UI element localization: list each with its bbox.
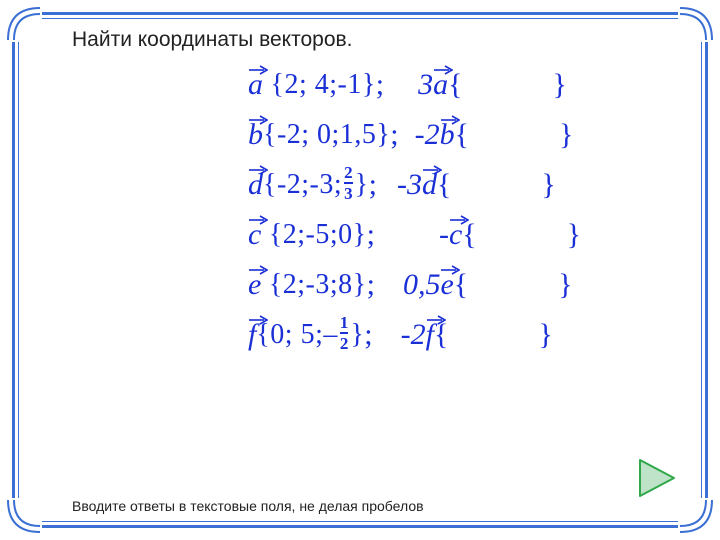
- rhs: -2 f { }: [401, 318, 553, 352]
- coords: {2;-5;0}: [269, 219, 367, 251]
- var-letter: e: [248, 268, 261, 301]
- neg-sign: –: [323, 319, 338, 351]
- brace-close: }: [553, 68, 567, 102]
- scalar: -: [439, 218, 449, 252]
- play-icon: [634, 456, 678, 500]
- equation-row: b {-2; 0;1,5} ; -2 b { }: [248, 110, 720, 160]
- lhs: e {2;-3;8} ;: [248, 268, 375, 302]
- var-letter: d: [248, 168, 263, 201]
- var-letter: c: [449, 218, 462, 251]
- vector-var: f: [248, 318, 256, 352]
- scalar: 3: [418, 68, 433, 102]
- vector-var: a: [433, 68, 448, 102]
- vector-var: e: [440, 268, 453, 302]
- scalar: -2: [401, 318, 426, 352]
- rhs: 3 a { }: [418, 68, 567, 102]
- equation-list: a {2; 4;-1} ; 3 a { } b {-2; 0;1,5}: [0, 60, 720, 360]
- rhs: 0,5 e { }: [403, 268, 573, 302]
- semicolon: ;: [367, 218, 375, 252]
- coords-post: }: [355, 169, 369, 201]
- frac-num: 1: [340, 314, 349, 332]
- corner-tl: [6, 6, 42, 42]
- var-letter: f: [426, 318, 434, 351]
- lhs: a {2; 4;-1} ;: [248, 68, 384, 102]
- scalar: -3: [397, 168, 422, 202]
- brace-open: {: [454, 268, 468, 302]
- vector-var: d: [422, 168, 437, 202]
- coords-pre: {-2;-3;: [263, 169, 342, 201]
- var-letter: b: [440, 118, 455, 151]
- coords: {2;-3;8}: [269, 269, 367, 301]
- coords: {-2; 0;1,5}: [263, 119, 390, 151]
- brace-close: }: [541, 168, 555, 202]
- frac-den: 2: [340, 332, 349, 352]
- lhs: c {2;-5;0} ;: [248, 218, 375, 252]
- fraction: 1 2: [340, 314, 349, 352]
- lhs: f {0; 5; – 1 2 } ;: [248, 316, 373, 354]
- equation-row: e {2;-3;8} ; 0,5 e { }: [248, 260, 720, 310]
- frac-num: 2: [344, 164, 353, 182]
- coords-pre: {0; 5;: [256, 319, 323, 351]
- equation-row: a {2; 4;-1} ; 3 a { }: [248, 60, 720, 110]
- scalar: -2: [415, 118, 440, 152]
- brace-open: {: [437, 168, 451, 202]
- fraction: 2 3: [344, 164, 353, 202]
- rhs: -3 d { }: [397, 168, 556, 202]
- semicolon: ;: [376, 68, 384, 102]
- corner-br: [678, 498, 714, 534]
- brace-open: {: [462, 218, 476, 252]
- vector-var: b: [248, 118, 263, 152]
- vector-var: b: [440, 118, 455, 152]
- semicolon: ;: [390, 118, 398, 152]
- corner-tr: [678, 6, 714, 42]
- vector-var: a: [248, 68, 263, 102]
- vector-var: f: [426, 318, 434, 352]
- vector-var: c: [449, 218, 462, 252]
- brace-open: {: [448, 68, 462, 102]
- scalar: 0,5: [403, 268, 441, 302]
- brace-close: }: [538, 318, 552, 352]
- lhs: b {-2; 0;1,5} ;: [248, 118, 399, 152]
- equation-row: d {-2;-3; 2 3 } ; -3 d { }: [248, 160, 720, 210]
- brace-close: }: [559, 118, 573, 152]
- vector-var: e: [248, 268, 261, 302]
- equation-row: f {0; 5; – 1 2 } ; -2 f { }: [248, 310, 720, 360]
- vector-var: d: [248, 168, 263, 202]
- brace-close: }: [567, 218, 581, 252]
- brace-open: {: [434, 318, 448, 352]
- corner-bl: [6, 498, 42, 534]
- rhs: -2 b { }: [415, 118, 574, 152]
- var-letter: a: [248, 68, 263, 101]
- page-title: Найти координаты векторов.: [72, 28, 353, 52]
- semicolon: ;: [367, 268, 375, 302]
- vector-var: c: [248, 218, 261, 252]
- var-letter: b: [248, 118, 263, 151]
- equation-row: c {2;-5;0} ; - c { }: [248, 210, 720, 260]
- rhs: - c { }: [439, 218, 581, 252]
- lhs: d {-2;-3; 2 3 } ;: [248, 166, 377, 204]
- semicolon: ;: [369, 168, 377, 202]
- frac-den: 3: [344, 182, 353, 202]
- var-letter: e: [440, 268, 453, 301]
- brace-open: {: [455, 118, 469, 152]
- coords-post: }: [350, 319, 364, 351]
- var-letter: d: [422, 168, 437, 201]
- coords: {2; 4;-1}: [271, 69, 376, 101]
- brace-close: }: [558, 268, 572, 302]
- var-letter: f: [248, 318, 256, 351]
- semicolon: ;: [364, 318, 372, 352]
- hint-text: Вводите ответы в текстовые поля, не дела…: [72, 498, 424, 514]
- var-letter: c: [248, 218, 261, 251]
- next-button[interactable]: [634, 456, 678, 500]
- var-letter: a: [433, 68, 448, 101]
